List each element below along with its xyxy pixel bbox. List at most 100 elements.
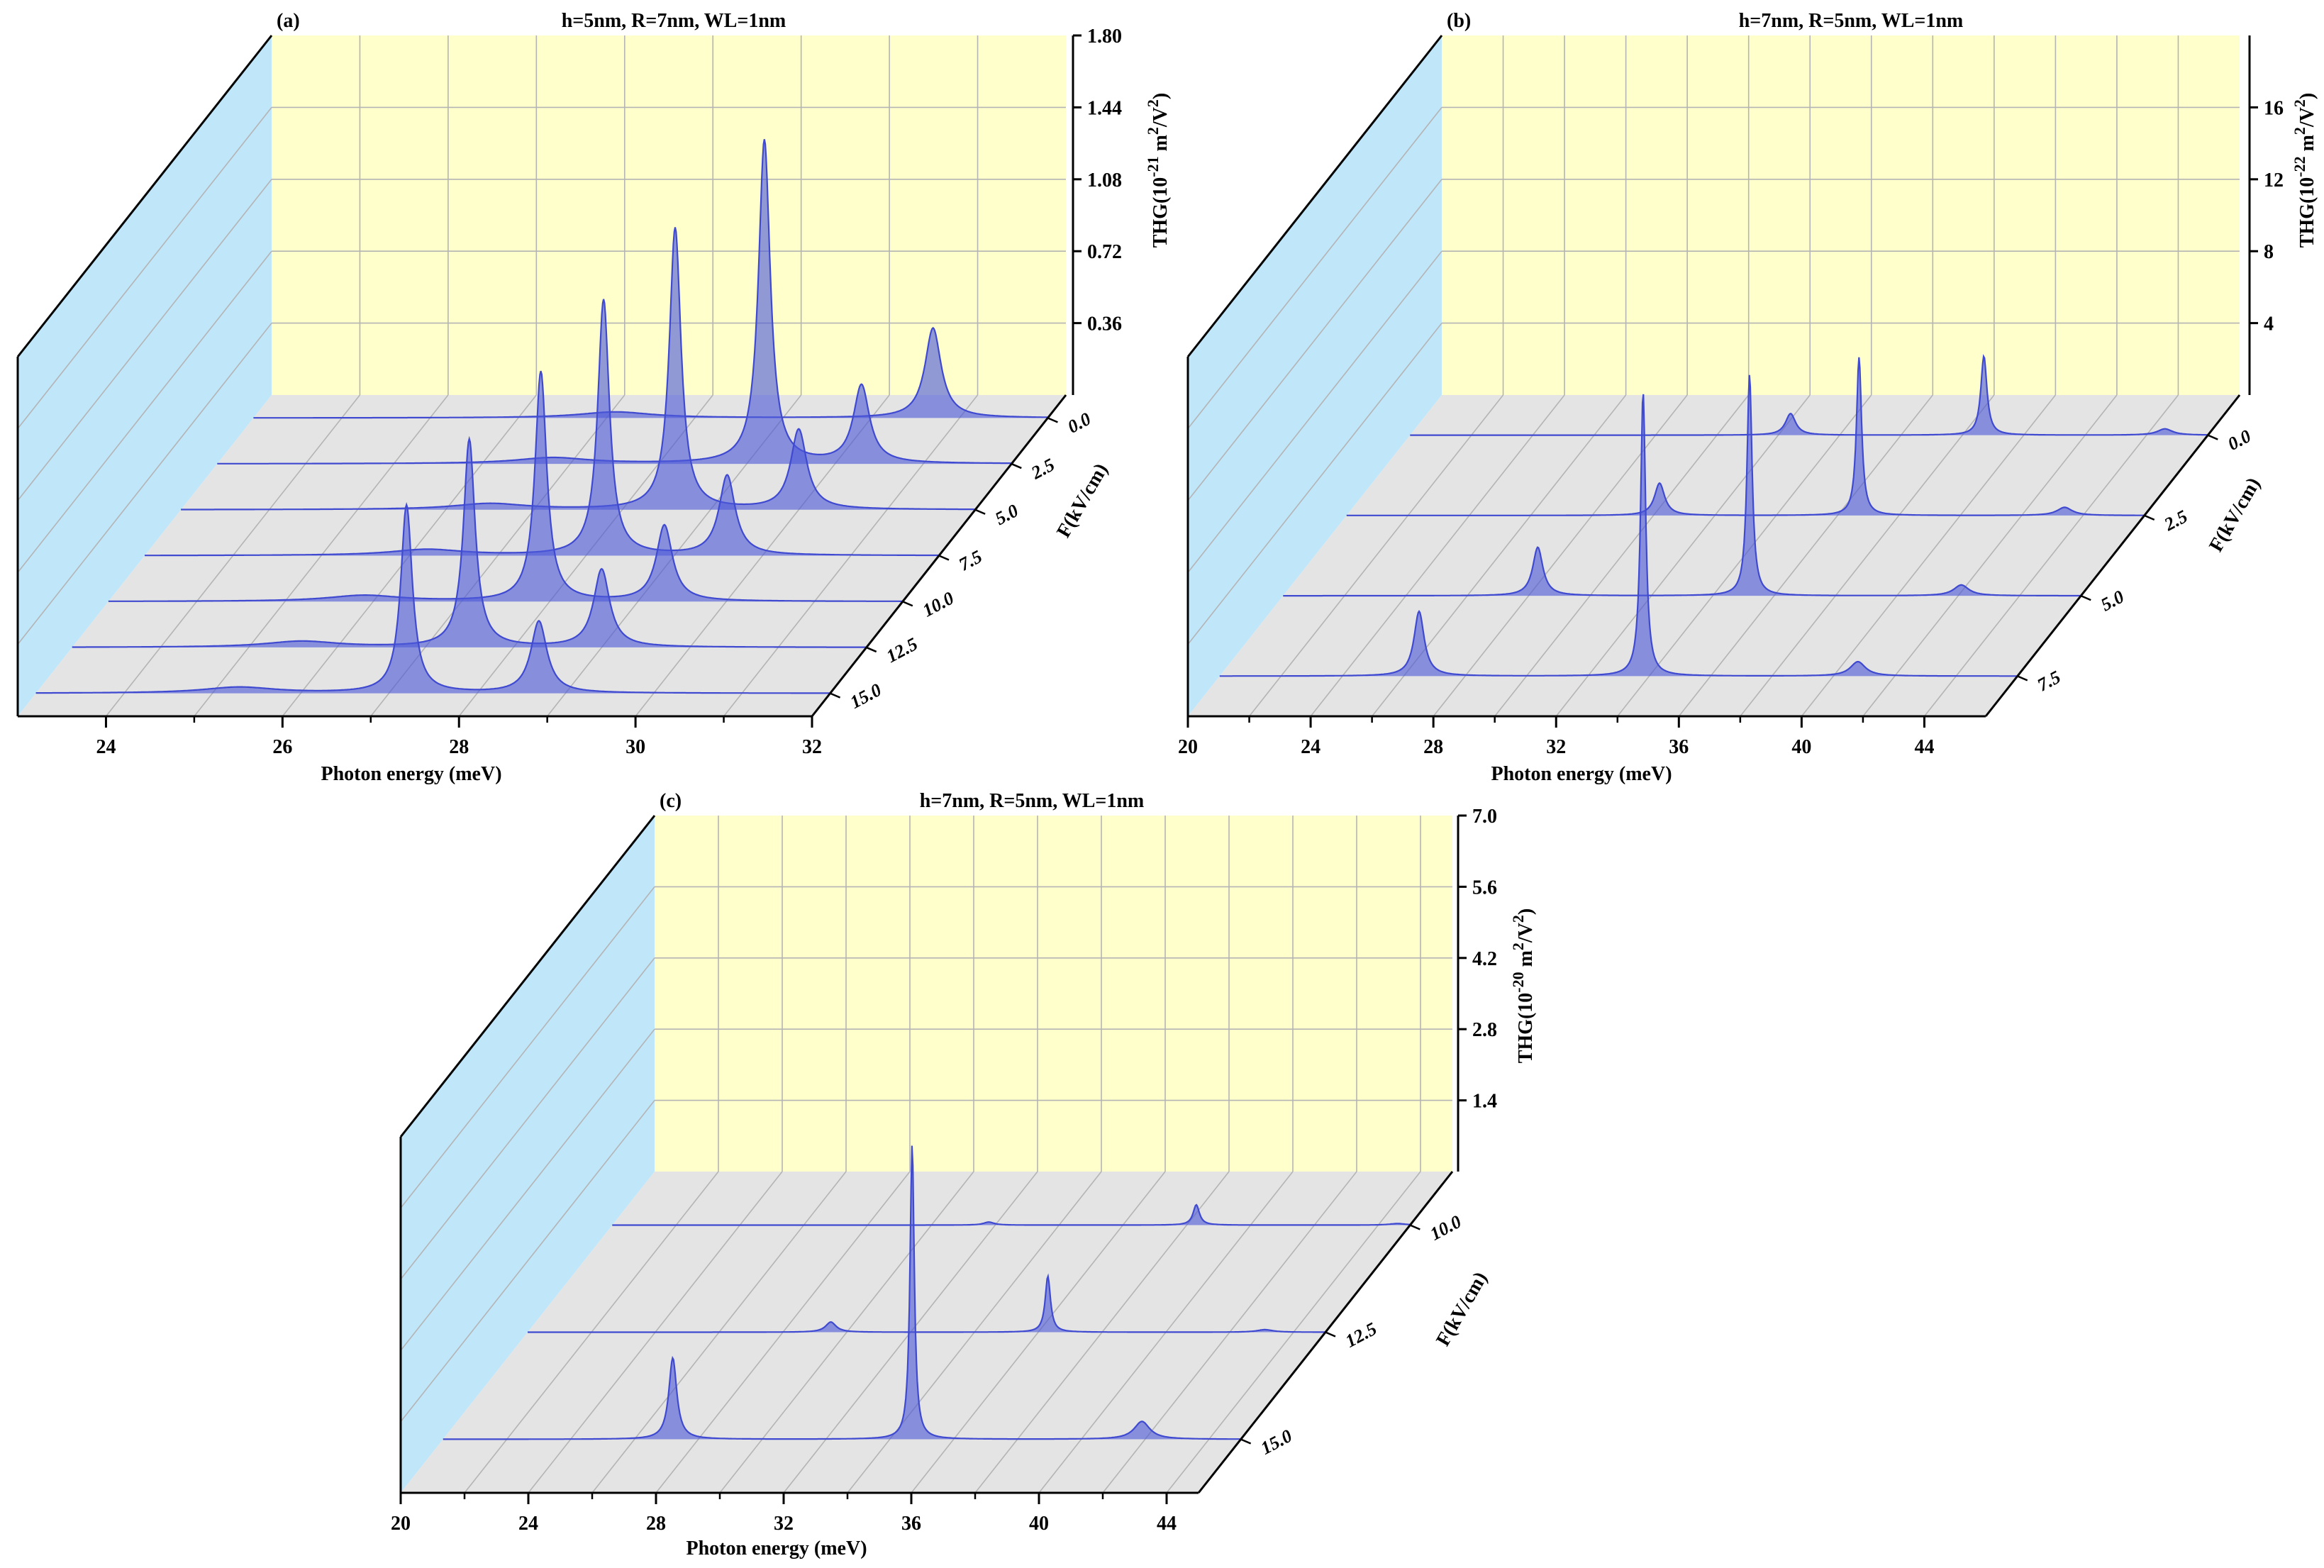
series-curves	[443, 1145, 1411, 1440]
side-grid-line	[1187, 250, 1442, 573]
z-title-exponent: -20	[1509, 972, 1527, 992]
depth-tick-label: 2.5	[1028, 455, 1058, 484]
series-line-0.0	[1410, 354, 2208, 436]
depth-tick	[866, 646, 877, 653]
side-grid-line	[400, 957, 655, 1280]
side-grid-line	[400, 1100, 655, 1423]
depth-tick-label: 0.0	[2224, 426, 2254, 455]
side-wall	[1188, 35, 1442, 716]
series-curves	[1219, 354, 2208, 677]
z-axis-ticks: 0.36 0.72 1.08 1.44 1.80	[1073, 26, 1122, 335]
axes	[399, 815, 1460, 1494]
z-tick-label: 7.0	[1472, 806, 1497, 828]
x-tick-label: 28	[646, 1513, 666, 1535]
series-line-2.5	[217, 139, 1012, 465]
series-area-12.5	[72, 438, 867, 647]
depth-tick-label: 12.5	[883, 633, 921, 667]
depth-axis-title: F(kV/cm)	[1432, 1268, 1491, 1350]
depth-axis-title: F(kV/cm)	[1052, 460, 1112, 541]
z-tick-label: 16	[2264, 97, 2284, 119]
z-title-sup: 2	[1144, 127, 1162, 135]
side-wall-top-edge	[1186, 35, 1443, 357]
z-axis-ticks: 4 8 12 16	[2250, 97, 2284, 335]
depth-tick	[2017, 675, 2028, 682]
depth-tick-label: 7.5	[2034, 667, 2064, 696]
depth-tick	[938, 555, 950, 561]
z-tick-label: 12	[2264, 169, 2284, 191]
z-tick-label: 5.6	[1472, 877, 1497, 899]
chart-title: h=5nm, R=7nm, WL=1nm	[562, 10, 786, 32]
floor-grid-line	[1494, 394, 1750, 717]
x-tick-label: 30	[626, 736, 645, 758]
z-axis-title: THG(10-22 m2/V2)	[2291, 93, 2318, 248]
floor-grid-line	[1248, 394, 1504, 717]
z-tick-label: 1.08	[1087, 169, 1122, 191]
x-axis-title: Photon energy (meV)	[686, 1538, 867, 1559]
series-line-15.0	[443, 1145, 1241, 1440]
z-title-units: m	[2296, 135, 2318, 156]
back-wall	[655, 816, 1452, 1172]
depth-tick	[974, 508, 986, 515]
x-tick-label: 44	[1914, 736, 1934, 758]
depth-tick	[1011, 462, 1022, 469]
depth-tick-label: 12.5	[1342, 1318, 1380, 1352]
z-title-base: THG(10	[1150, 177, 1172, 248]
x-tick-label: 36	[901, 1513, 921, 1535]
z-title-close: )	[2296, 93, 2318, 99]
depth-tick-label: 10.0	[919, 588, 957, 621]
x-tick-label: 26	[272, 736, 292, 758]
z-axis-ticks: 1.4 2.8 4.2 5.6 7.0	[1458, 806, 1497, 1113]
depth-tick-label: 7.5	[955, 546, 985, 575]
z-tick-label: 4	[2264, 313, 2274, 335]
depth-tick	[2144, 514, 2155, 521]
depth-tick	[1047, 417, 1058, 423]
series-curves	[35, 139, 1048, 694]
depth-axis-title: F(kV/cm)	[2205, 474, 2264, 555]
floor-grid-line	[1678, 394, 1933, 717]
side-grid-line	[1187, 179, 1442, 501]
side-wall	[18, 35, 272, 716]
side-grid-line	[17, 179, 272, 501]
series-line-12.5	[528, 1273, 1325, 1333]
z-tick-label: 1.4	[1472, 1091, 1497, 1113]
depth-tick-label: 15.0	[847, 679, 885, 713]
z-tick-label: 4.2	[1472, 948, 1497, 970]
z-axis-title: THG(10-20 m2/V2)	[1509, 908, 1537, 1064]
depth-tick	[1409, 1224, 1420, 1230]
side-grid-line	[400, 886, 655, 1208]
floor-grid-line	[1555, 394, 1811, 717]
x-axis-ticks: 24 26 28 30 32	[96, 716, 822, 758]
z-title-sup: 2	[2291, 99, 2308, 107]
depth-tick-label: 0.0	[1064, 408, 1094, 438]
z-title-slash: /V	[2296, 107, 2318, 128]
depth-axis-line	[1984, 394, 2241, 717]
x-tick-label: 40	[1791, 736, 1811, 758]
z-title-close: )	[1150, 93, 1172, 99]
depth-tick-label: 5.0	[991, 500, 1021, 529]
z-title-units: m	[1515, 950, 1537, 972]
z-tick-label: 1.44	[1087, 97, 1122, 119]
z-title-slash: /V	[1515, 923, 1537, 943]
x-tick-label: 28	[1423, 736, 1443, 758]
x-tick-label: 20	[1178, 736, 1198, 758]
side-grid-line	[17, 323, 272, 645]
z-title-slash: /V	[1150, 107, 1172, 128]
x-tick-label: 20	[391, 1513, 411, 1535]
back-wall	[1442, 35, 2240, 395]
z-title-units: m	[1150, 135, 1172, 156]
x-tick-label: 28	[449, 736, 469, 758]
side-grid-line	[17, 250, 272, 573]
side-grid-line	[400, 1028, 655, 1351]
depth-tick-label: 10.0	[1427, 1211, 1465, 1245]
depth-tick	[2207, 434, 2218, 440]
depth-tick	[1240, 1438, 1252, 1445]
depth-tick-label: 2.5	[2160, 506, 2191, 535]
x-tick-label: 24	[96, 736, 116, 758]
z-title-base: THG(10	[1515, 993, 1537, 1064]
x-axis-ticks: 20 24 28 32 36 40 44	[1178, 716, 1934, 758]
depth-tick-label: 15.0	[1257, 1425, 1296, 1459]
z-axis-title: THG(10-21 m2/V2)	[1144, 93, 1172, 248]
x-axis-title: Photon energy (meV)	[321, 763, 501, 785]
floor-grid-line	[1740, 394, 1995, 717]
